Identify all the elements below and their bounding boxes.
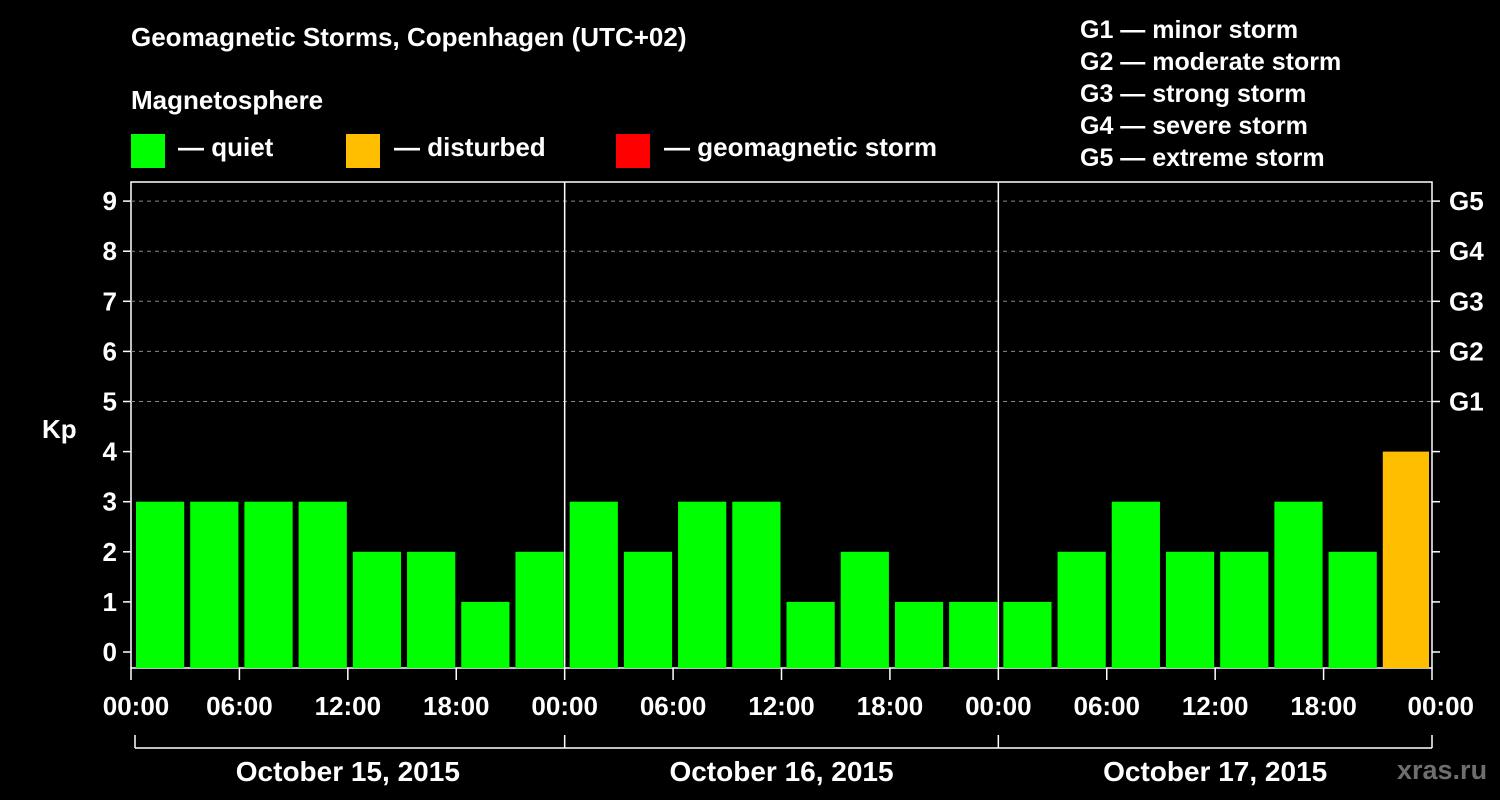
date-label-2: October 17, 2015 [1103,756,1327,787]
x-tick-label-0: 00:00 [103,691,170,721]
g-level-label-g4: G4 [1449,236,1484,266]
kp-bar-4 [352,551,402,668]
kp-bar-21 [1274,501,1323,668]
legend-label-storm: — geomagnetic storm [664,132,938,162]
kp-bar-16 [1003,601,1052,668]
kp-bar-11 [732,501,781,668]
legend-swatch-storm [616,134,650,168]
kp-bar-2 [244,501,293,668]
date-label-0: October 15, 2015 [236,756,460,787]
g-level-label-g2: G2 [1449,336,1484,366]
kp-bar-12 [786,601,835,668]
y-tick-label-7: 7 [103,286,117,316]
x-tick-label-10: 12:00 [1182,691,1249,721]
kp-bar-1 [190,501,239,668]
y-tick-label-5: 5 [103,387,117,417]
kp-bar-14 [894,601,944,668]
x-tick-label-8: 00:00 [965,691,1032,721]
y-tick-label-1: 1 [103,587,117,617]
kp-bar-23 [1382,451,1429,668]
kp-bar-3 [298,501,347,668]
kp-bar-18 [1111,501,1160,668]
x-tick-label-2: 12:00 [315,691,382,721]
y-tick-label-3: 3 [103,487,117,517]
y-axis-title: Kp [42,414,77,444]
legend-label-quiet: — quiet [178,132,274,162]
legend-swatch-disturbed [346,134,380,168]
storm-scale-g3: G3 — strong storm [1080,80,1307,108]
storm-scale-g4: G4 — severe storm [1080,112,1308,140]
y-tick-label-8: 8 [103,236,117,266]
x-tick-label-11: 18:00 [1290,691,1357,721]
x-tick-label-4: 00:00 [531,691,598,721]
kp-bar-19 [1165,551,1215,668]
x-tick-label-5: 06:00 [640,691,707,721]
chart-title: Geomagnetic Storms, Copenhagen (UTC+02) [131,22,687,52]
kp-bar-17 [1057,551,1106,668]
storm-scale-g2: G2 — moderate storm [1080,48,1342,76]
kp-bar-7 [515,551,564,668]
y-tick-label-2: 2 [103,537,117,567]
kp-bar-15 [949,601,998,668]
g-level-label-g1: G1 [1449,387,1484,417]
kp-bar-5 [407,551,456,668]
storm-scale-legend: G1 — minor storm G2 — moderate storm G3 … [1080,14,1341,174]
kp-bar-0 [136,501,185,668]
storm-scale-g5: G5 — extreme storm [1080,144,1325,172]
x-tick-label-12: 00:00 [1408,691,1475,721]
kp-bar-8 [569,501,618,668]
kp-bar-13 [840,551,889,668]
x-tick-label-1: 06:00 [206,691,273,721]
kp-bar-20 [1220,551,1269,668]
date-label-1: October 16, 2015 [669,756,893,787]
kp-bar-9 [623,551,673,668]
legend-swatch-quiet [131,134,165,168]
y-tick-label-9: 9 [103,186,117,216]
legend-heading: Magnetosphere [131,85,324,115]
kp-bar-10 [678,501,727,668]
y-tick-label-4: 4 [103,437,118,467]
y-tick-label-0: 0 [103,637,117,667]
y-tick-label-6: 6 [103,336,117,366]
x-tick-label-7: 18:00 [857,691,924,721]
kp-bar-6 [461,601,510,668]
g-level-label-g3: G3 [1449,286,1484,316]
x-tick-label-3: 18:00 [423,691,490,721]
legend-label-disturbed: — disturbed [394,132,546,162]
x-tick-label-6: 12:00 [748,691,815,721]
storm-scale-g1: G1 — minor storm [1080,16,1299,44]
watermark: xras.ru [1397,755,1488,785]
kp-bar-22 [1328,551,1377,668]
g-level-label-g5: G5 [1449,186,1484,216]
x-tick-label-9: 06:00 [1074,691,1141,721]
